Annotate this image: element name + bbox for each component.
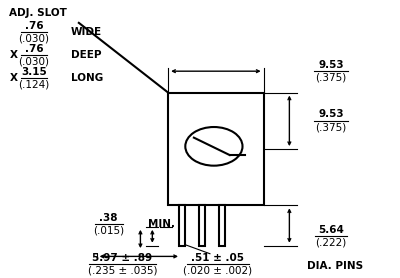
Text: (.375): (.375) xyxy=(316,122,347,132)
Text: (.020 ± .002): (.020 ± .002) xyxy=(183,266,252,276)
Text: (.015): (.015) xyxy=(93,225,124,235)
Text: (.030): (.030) xyxy=(18,34,50,44)
Text: MIN.: MIN. xyxy=(148,219,175,229)
Text: (.375): (.375) xyxy=(316,73,347,83)
Text: .38: .38 xyxy=(99,213,118,223)
Text: 3.15: 3.15 xyxy=(21,66,47,76)
Text: .76: .76 xyxy=(25,44,43,54)
Text: X: X xyxy=(9,50,17,60)
Text: DEEP: DEEP xyxy=(71,50,102,60)
Text: 5.97 ± .89: 5.97 ± .89 xyxy=(92,253,153,263)
Text: X: X xyxy=(9,73,17,83)
Bar xyxy=(179,205,185,246)
Text: .51 ± .05: .51 ± .05 xyxy=(191,253,244,263)
Bar xyxy=(168,93,264,205)
Text: 9.53: 9.53 xyxy=(318,110,344,120)
Text: (.124): (.124) xyxy=(18,79,50,89)
Bar xyxy=(199,205,205,246)
Text: 5.64: 5.64 xyxy=(318,225,344,235)
Text: DIA. PINS: DIA. PINS xyxy=(307,261,363,271)
Text: WIDE: WIDE xyxy=(71,27,102,37)
Text: LONG: LONG xyxy=(71,73,103,83)
Text: (.235 ± .035): (.235 ± .035) xyxy=(88,266,157,276)
Bar xyxy=(219,205,225,246)
Text: .76: .76 xyxy=(25,21,43,31)
Text: (.030): (.030) xyxy=(18,56,50,66)
Text: (.222): (.222) xyxy=(316,238,347,248)
Text: 9.53: 9.53 xyxy=(318,60,344,70)
Circle shape xyxy=(185,127,242,166)
Text: ADJ. SLOT: ADJ. SLOT xyxy=(9,8,67,18)
